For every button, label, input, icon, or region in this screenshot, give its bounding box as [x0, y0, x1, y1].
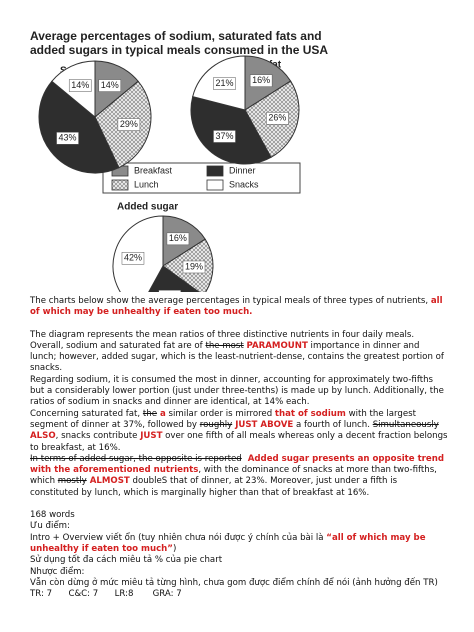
- text-run: Ưu điểm:: [30, 521, 70, 532]
- text-run: Vẫn còn dừng ở mức miêu tả từng hình, ch…: [30, 577, 438, 588]
- paragraph: Nhược điểm:: [30, 567, 448, 578]
- paragraph: Vẫn còn dừng ở mức miêu tả từng hình, ch…: [30, 578, 448, 589]
- text-run: similar order is mirrored: [165, 408, 275, 419]
- text-run: PARAMOUNT: [246, 340, 308, 351]
- slice-label: 23%: [161, 291, 179, 292]
- text-run: Nhược điểm:: [30, 566, 85, 577]
- label-box: [56, 132, 79, 145]
- text-run: with the largest segment of dinner at 37…: [30, 408, 419, 430]
- legend-swatch: [206, 179, 224, 191]
- text-run: doubleS that of dinner, at 23%. Moreover…: [30, 476, 400, 498]
- pie-slice: [38, 80, 120, 174]
- label-box: [68, 79, 92, 92]
- label-box: [117, 118, 141, 131]
- text-run: a fourth of lunch.: [293, 419, 373, 430]
- label-box: [213, 77, 236, 90]
- legend-label: Lunch: [134, 179, 159, 189]
- text-run: over one fifth of all meals whereas only…: [30, 431, 451, 453]
- paragraph: Intro + Overview viết ổn (tuy nhiên chưa…: [30, 533, 448, 556]
- figure-title: added sugars in typical meals consumed i…: [30, 43, 328, 57]
- legend-label: Breakfast: [134, 165, 173, 175]
- text-run: ALMOST: [86, 476, 130, 487]
- slice-label: 19%: [185, 261, 203, 271]
- paragraph: The charts below show the average percen…: [30, 296, 448, 319]
- paragraph: Sử dụng tốt đa cách miêu tả % của pie ch…: [30, 555, 448, 566]
- legend-swatch: [206, 165, 224, 177]
- paragraph: The diagram represents the mean ratios o…: [30, 330, 448, 375]
- text-run: ALSO: [30, 419, 442, 442]
- label-box: [166, 232, 190, 246]
- text-run: , with the dominance of snacks at more t…: [30, 465, 440, 487]
- label-box: [98, 79, 122, 92]
- document: The charts below show the average percen…: [30, 296, 448, 600]
- text-run: the: [142, 408, 158, 419]
- paragraph: Concerning saturated fat, the a similar …: [30, 409, 448, 454]
- text-run: The charts below show the average percen…: [30, 296, 431, 306]
- label-box: [121, 252, 145, 265]
- text-run: that of sodium: [274, 408, 346, 419]
- text-run: ): [172, 543, 177, 554]
- figure-title: Average percentages of sodium, saturated…: [30, 29, 322, 43]
- text-run: Concerning saturated fat,: [30, 408, 143, 419]
- text-run: JUST ABOVE: [232, 419, 294, 430]
- text-run: The diagram represents the mean ratios o…: [30, 329, 417, 351]
- text-run: “all of which may be unhealthy if eaten …: [30, 532, 429, 554]
- pie-slice: [148, 265, 200, 292]
- legend-swatch: [111, 179, 129, 191]
- slice-label: 42%: [124, 253, 142, 263]
- slice-label: 14%: [71, 80, 89, 90]
- text-run: , snacks contribute: [55, 431, 141, 442]
- text-run: JUST: [140, 431, 163, 442]
- legend-label: Snacks: [229, 179, 259, 189]
- text-run: a: [157, 408, 166, 419]
- text-run: In terms of added sugar, the opposite is…: [30, 453, 242, 464]
- legend-box: [102, 162, 301, 194]
- slice-label: 43%: [59, 133, 77, 143]
- text-run: all of which may be unhealthy if eaten t…: [30, 296, 446, 318]
- slice-label: 26%: [268, 113, 286, 123]
- text-run: TR: 7 C&C: 7 LR:8 GRA: 7: [30, 589, 182, 600]
- label-box: [182, 260, 206, 274]
- label-box: [213, 130, 236, 143]
- label-box: [266, 112, 289, 125]
- slice-label: 16%: [252, 75, 270, 85]
- text-run: Simultaneously: [372, 419, 439, 430]
- slice-label: 16%: [169, 233, 187, 243]
- text-run: Sử dụng tốt đa cách miêu tả % của pie ch…: [30, 555, 223, 566]
- paragraph: In terms of added sugar, the opposite is…: [30, 454, 448, 499]
- text-run: the most: [205, 340, 244, 351]
- pie-title: Added sugar: [117, 202, 178, 213]
- label-box: [158, 290, 182, 292]
- text-run: Regarding sodium, it is consumed the mos…: [30, 374, 447, 408]
- legend-label: Dinner: [229, 165, 256, 175]
- text-run: Added sugar presents an opposite trend w…: [30, 453, 448, 476]
- paragraph: 168 words: [30, 510, 448, 521]
- text-run: importance in dinner and lunch; however,…: [30, 340, 447, 374]
- paragraph: Regarding sodium, it is consumed the mos…: [30, 375, 448, 409]
- text-run: Intro + Overview viết ổn (tuy nhiên chưa…: [30, 532, 327, 543]
- label-box: [249, 74, 273, 87]
- text-run: 168 words: [30, 510, 75, 521]
- slice-label: 29%: [120, 119, 138, 129]
- figure: Average percentages of sodium, saturated…: [30, 29, 328, 292]
- slice-label: 37%: [215, 131, 233, 141]
- paragraph: Ưu điểm:: [30, 521, 448, 532]
- slice-label: 14%: [101, 80, 119, 90]
- slice-label: 21%: [215, 78, 233, 88]
- text-run: mostly: [57, 476, 87, 487]
- paragraph: TR: 7 C&C: 7 LR:8 GRA: 7: [30, 589, 448, 600]
- text-run: roughly: [199, 419, 233, 430]
